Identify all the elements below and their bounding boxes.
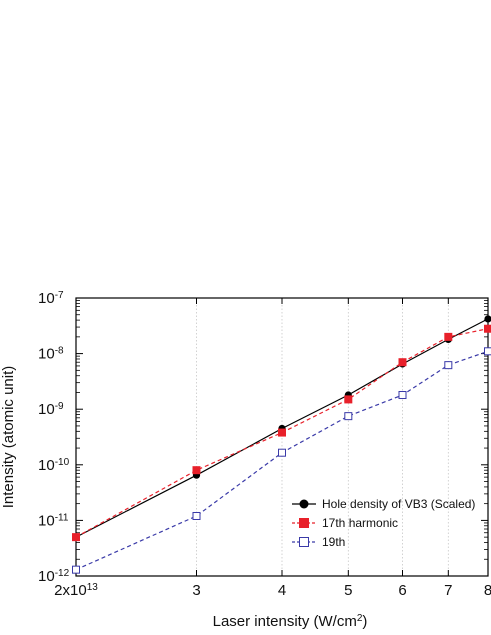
data-point: [398, 391, 407, 400]
y-tick-label-base: 10: [38, 290, 55, 307]
y-tick-label-base: 10: [38, 457, 55, 474]
data-point: [444, 361, 453, 370]
data-point: [484, 347, 491, 356]
y-tick-label: 10-12: [38, 568, 70, 586]
legend-label: 19th: [322, 535, 345, 549]
grid-lines: [196, 298, 449, 576]
series-layer: [72, 315, 491, 574]
y-tick-label-base: 10: [38, 401, 55, 418]
y-tick-label-exp: -11: [55, 512, 69, 523]
legend-item: Hole density of VB3 (Scaled): [292, 497, 475, 511]
x-tick-label-base: 3: [192, 582, 200, 599]
y-tick-label-exp: -12: [55, 568, 70, 579]
y-tick-label: 10-7: [38, 290, 64, 308]
legend-marker: [299, 499, 309, 509]
data-point: [72, 533, 80, 542]
data-point: [278, 428, 286, 437]
data-point: [344, 412, 353, 421]
y-tick-label: 10-9: [38, 401, 64, 419]
data-point: [444, 332, 453, 341]
data-point: [484, 324, 491, 333]
data-point: [192, 511, 201, 520]
x-tick-label-exp: 13: [87, 582, 99, 593]
x-tick-label-base: 6: [398, 582, 406, 599]
plot-frame: [75, 297, 489, 577]
x-axis-title-sup: 2: [357, 613, 363, 624]
data-point: [192, 466, 201, 475]
x-tick-label-base: 8: [484, 582, 491, 599]
series-2: [72, 324, 491, 542]
y-tick-label-base: 10: [38, 346, 55, 363]
y-tick-label-exp: -8: [55, 345, 64, 356]
legend-item: 17th harmonic: [292, 516, 398, 530]
legend-label: 17th harmonic: [322, 516, 398, 530]
x-tick-label: 7: [444, 582, 452, 599]
x-tick-label: 5: [344, 582, 352, 599]
y-tick-label-exp: -9: [55, 401, 64, 412]
x-axis-title-text: Laser intensity (W/cm: [213, 613, 357, 630]
y-axis-title: Intensity (atomic unit): [0, 366, 17, 509]
legend-marker: [299, 537, 309, 547]
data-point: [484, 315, 491, 323]
y-tick-label-exp: -7: [55, 290, 64, 301]
series-3: [72, 347, 491, 574]
x-tick-label: 4: [278, 582, 286, 599]
data-point: [398, 358, 407, 367]
legend-marker: [299, 518, 309, 528]
x-tick-label-base: 4: [278, 582, 286, 599]
x-tick-label: 6: [398, 582, 406, 599]
y-tick-label: 10-8: [38, 345, 64, 363]
x-tick-label: 3: [192, 582, 200, 599]
x-tick-label: 2x1013: [54, 582, 98, 600]
y-tick-label-base: 10: [38, 512, 55, 529]
x-tick-label-base: 2x10: [54, 582, 87, 599]
y-tick-label: 10-11: [38, 512, 69, 530]
legend-label: Hole density of VB3 (Scaled): [322, 497, 475, 511]
legend: Hole density of VB3 (Scaled) 17th harmoni…: [292, 497, 475, 549]
data-point: [278, 448, 286, 457]
x-axis-title: Laser intensity (W/cm2): [213, 613, 368, 631]
legend-item: 19th: [292, 535, 345, 549]
y-tick-label: 10-10: [38, 456, 70, 474]
data-point: [72, 565, 80, 574]
x-tick-label-base: 7: [444, 582, 452, 599]
data-point: [344, 395, 353, 404]
y-tick-label-exp: -10: [55, 456, 70, 467]
y-tick-label-base: 10: [38, 568, 55, 585]
x-tick-label-base: 5: [344, 582, 352, 599]
x-axis-title-close: ): [362, 613, 367, 630]
x-tick-label: 8: [484, 582, 491, 599]
